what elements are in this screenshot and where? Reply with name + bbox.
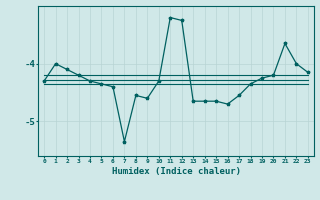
X-axis label: Humidex (Indice chaleur): Humidex (Indice chaleur) xyxy=(111,167,241,176)
